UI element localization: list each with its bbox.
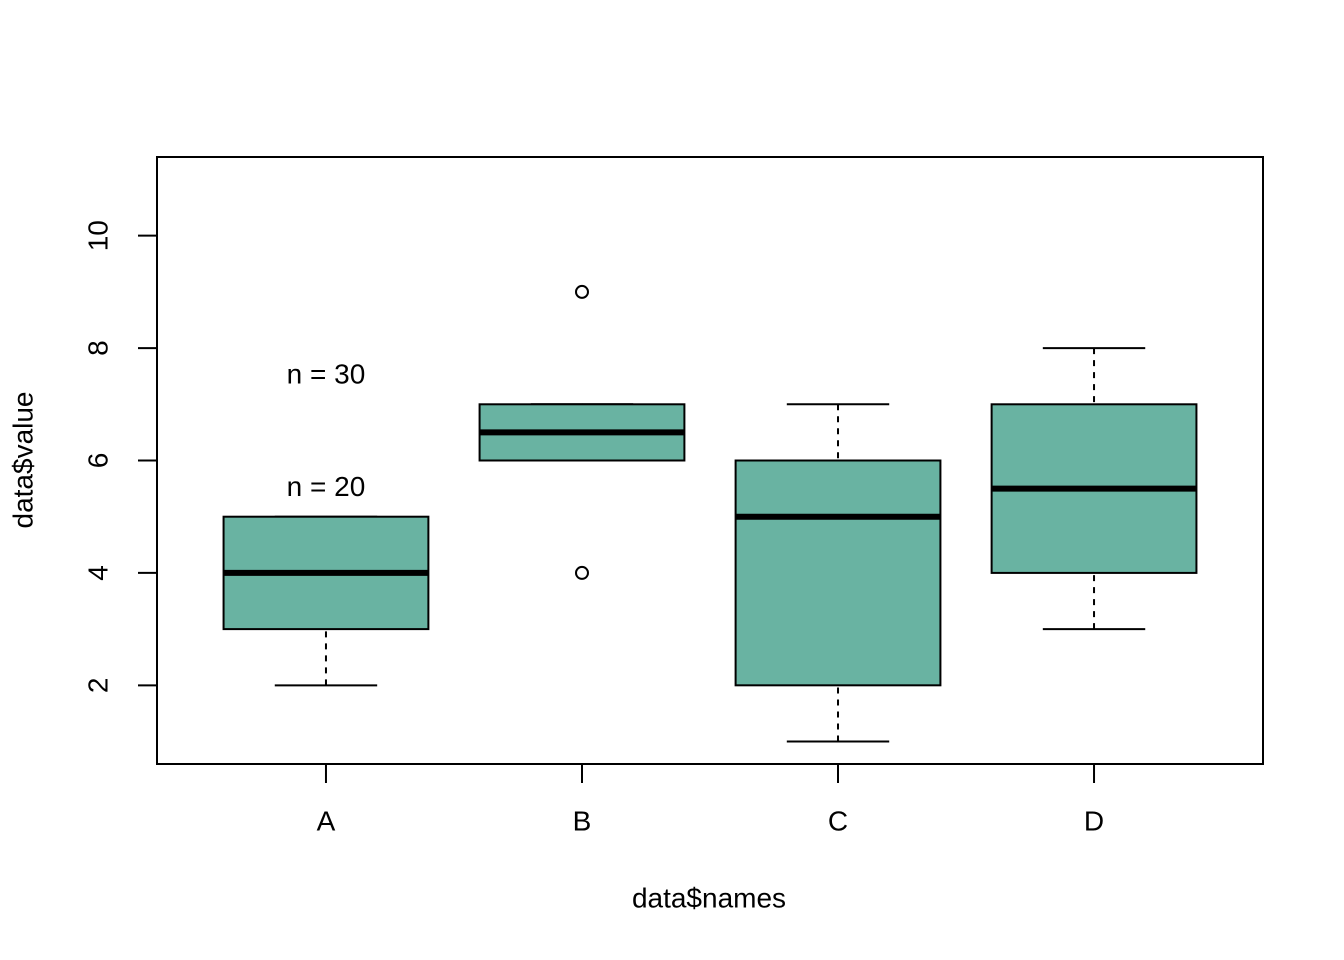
x-tick-label: A <box>317 805 336 836</box>
x-tick-label: B <box>573 805 592 836</box>
x-tick-label: C <box>828 805 848 836</box>
annotation: n = 30 <box>287 359 366 390</box>
y-tick-label: 8 <box>82 340 113 356</box>
outlier <box>574 284 589 299</box>
x-tick-label: D <box>1084 805 1104 836</box>
annotation: n = 20 <box>287 471 366 502</box>
x-axis-label: data$names <box>632 882 786 913</box>
outlier <box>574 565 589 580</box>
y-tick-label: 2 <box>82 678 113 694</box>
box <box>734 459 942 687</box>
y-axis-label: data$value <box>7 391 38 528</box>
y-tick-label: 10 <box>82 220 113 251</box>
y-tick-label: 4 <box>82 565 113 581</box>
y-tick-label: 6 <box>82 453 113 469</box>
